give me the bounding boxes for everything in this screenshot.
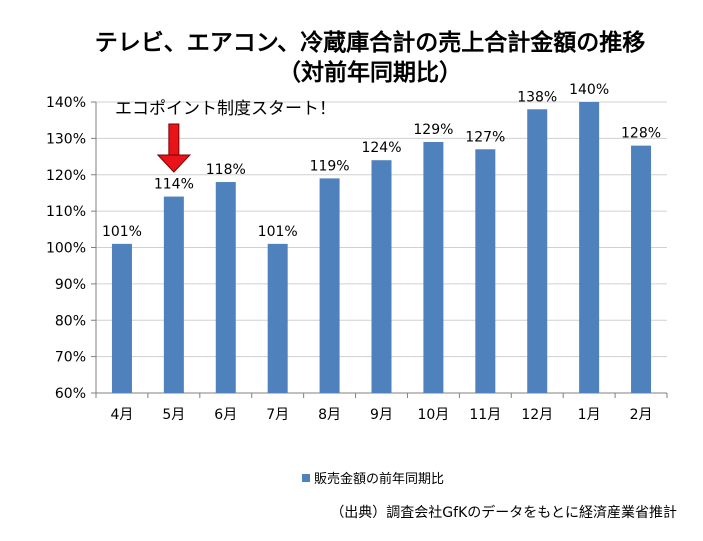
- bar: [527, 109, 548, 394]
- data-label: 118%: [206, 162, 246, 178]
- chart-subtitle: （対前年同期比）: [278, 60, 462, 86]
- legend: 販売金額の前年同期比: [302, 468, 444, 487]
- annotation-arrow-shaft: [168, 123, 180, 157]
- data-label: 119%: [310, 158, 350, 174]
- x-tick-label: 5月: [162, 407, 185, 423]
- bar: [267, 243, 288, 393]
- chart-title-block: テレビ、エアコン、冷蔵庫合計の売上合計金額の推移 （対前年同期比）: [60, 28, 680, 88]
- y-tick-label: 80%: [55, 313, 86, 329]
- x-tick-label: 8月: [318, 407, 341, 423]
- x-tick-label: 2月: [630, 407, 653, 423]
- data-label: 101%: [258, 224, 298, 240]
- data-label: 138%: [517, 89, 557, 105]
- bar: [631, 145, 652, 393]
- y-tick-label: 100%: [46, 241, 86, 257]
- y-tick-label: 120%: [46, 168, 86, 184]
- x-tick-label: 11月: [469, 407, 501, 423]
- y-tick-label: 130%: [46, 131, 86, 147]
- y-tick-label: 90%: [55, 277, 86, 293]
- data-label: 124%: [361, 140, 401, 156]
- x-tick-label: 10月: [417, 407, 449, 423]
- x-tick-label: 6月: [214, 407, 237, 423]
- data-label: 140%: [569, 82, 609, 98]
- bar: [423, 142, 444, 393]
- bar: [215, 182, 236, 393]
- bar: [163, 196, 184, 393]
- bar: [319, 178, 340, 393]
- annotation-text: エコポイント制度スタート！: [115, 99, 336, 119]
- bar: [475, 149, 496, 393]
- legend-label: 販売金額の前年同期比: [314, 472, 445, 487]
- y-tick-label: 70%: [55, 350, 86, 366]
- legend-swatch: [302, 473, 310, 482]
- x-tick-label: 12月: [521, 407, 553, 423]
- bar: [579, 102, 600, 393]
- chart-title: テレビ、エアコン、冷蔵庫合計の売上合計金額の推移: [94, 30, 646, 56]
- source-note: （出典）調査会社GfKのデータをもとに経済産業省推計: [330, 505, 677, 521]
- x-tick-label: 4月: [110, 407, 133, 423]
- x-tick-label: 9月: [370, 407, 393, 423]
- data-label: 129%: [413, 122, 453, 138]
- data-label: 128%: [621, 126, 661, 142]
- y-tick-label: 110%: [46, 204, 86, 220]
- annotation-arrow-head: [156, 154, 192, 173]
- data-label: 101%: [102, 224, 142, 240]
- y-tick-label: 60%: [55, 386, 86, 402]
- y-tick-label: 140%: [46, 95, 86, 111]
- bar: [371, 160, 392, 393]
- data-label: 114%: [154, 177, 194, 193]
- x-tick-label: 1月: [578, 407, 601, 423]
- data-label: 127%: [465, 129, 505, 145]
- x-tick-label: 7月: [266, 407, 289, 423]
- bar: [111, 243, 132, 393]
